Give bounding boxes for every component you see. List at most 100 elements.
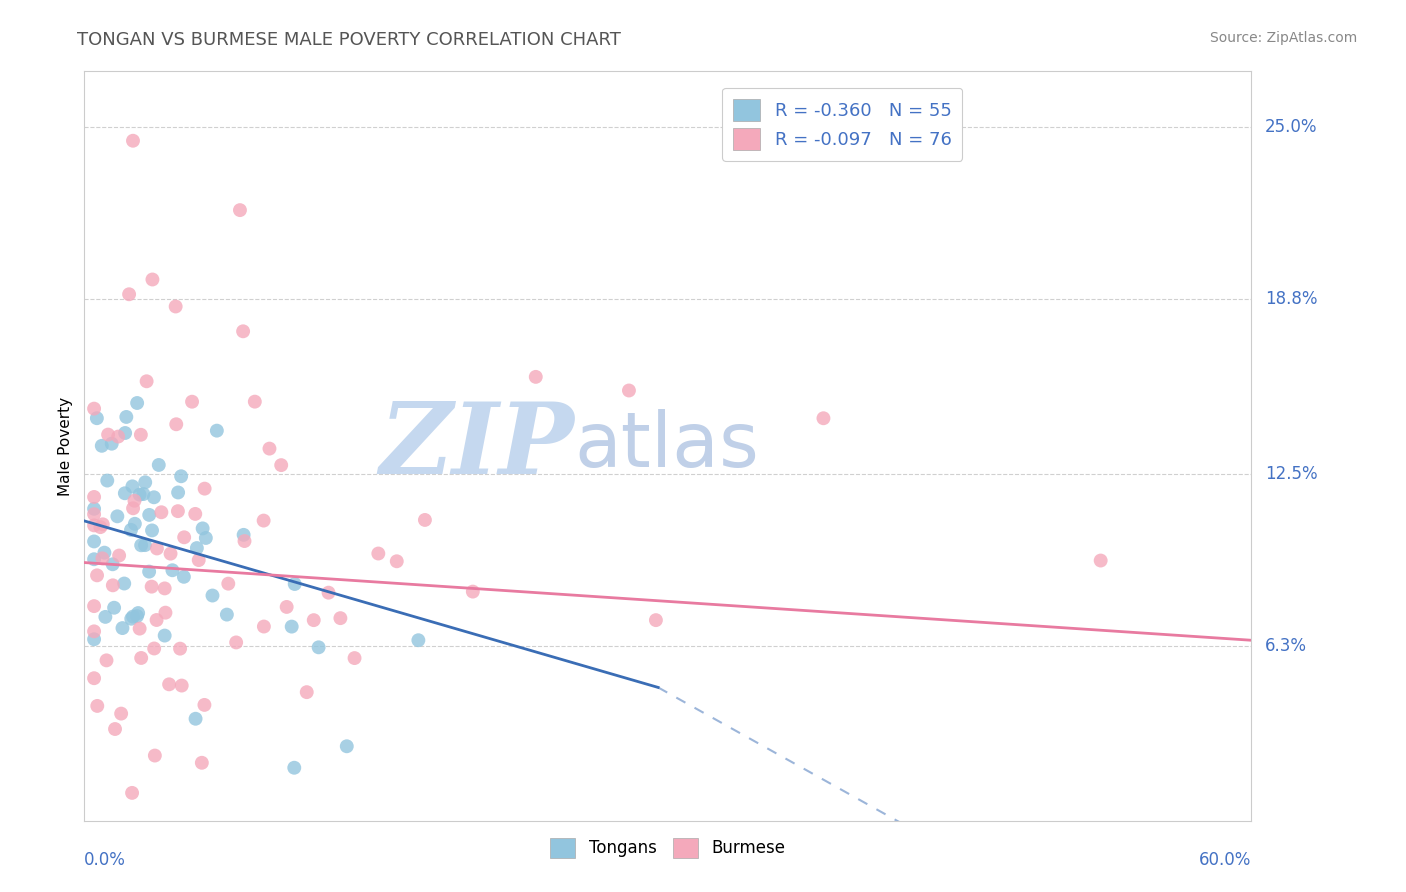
Point	[173, 530, 195, 544]
Point	[89, 520, 111, 534]
Point	[94, 610, 117, 624]
Point	[194, 531, 217, 545]
Point	[233, 534, 256, 549]
Point	[128, 487, 150, 501]
Point	[253, 619, 276, 633]
Point	[186, 541, 208, 555]
Point	[336, 739, 359, 754]
Point	[135, 374, 157, 388]
Point	[93, 546, 115, 560]
Point	[83, 401, 105, 416]
Point	[215, 607, 238, 622]
Text: Source: ZipAtlas.com: Source: ZipAtlas.com	[1209, 31, 1357, 45]
Point	[132, 487, 155, 501]
Point	[134, 538, 156, 552]
Point	[259, 442, 281, 456]
Point	[83, 501, 105, 516]
Point	[813, 411, 835, 425]
Point	[165, 417, 187, 432]
Point	[243, 394, 266, 409]
Text: 6.3%: 6.3%	[1265, 637, 1308, 655]
Point	[120, 612, 142, 626]
Point	[408, 633, 430, 648]
Point	[617, 384, 640, 398]
Point	[232, 528, 254, 542]
Point	[127, 606, 149, 620]
Point	[295, 685, 318, 699]
Point	[645, 613, 668, 627]
Point	[170, 469, 193, 483]
Point	[169, 641, 191, 656]
Point	[385, 554, 408, 568]
Point	[167, 504, 190, 518]
Point	[134, 475, 156, 490]
Point	[276, 599, 298, 614]
Point	[141, 524, 163, 538]
Point	[184, 712, 207, 726]
Point	[108, 549, 131, 563]
Point	[225, 635, 247, 649]
Point	[143, 748, 166, 763]
Point	[124, 516, 146, 531]
Point	[83, 624, 105, 639]
Point	[194, 482, 217, 496]
Point	[104, 722, 127, 736]
Point	[91, 517, 114, 532]
Point	[138, 565, 160, 579]
Point	[162, 563, 184, 577]
Point	[229, 203, 252, 218]
Point	[148, 458, 170, 472]
Point	[114, 486, 136, 500]
Point	[343, 651, 366, 665]
Text: 18.8%: 18.8%	[1265, 290, 1317, 308]
Point	[83, 632, 105, 647]
Point	[413, 513, 436, 527]
Point	[205, 424, 228, 438]
Point	[122, 609, 145, 624]
Point	[128, 622, 150, 636]
Point	[83, 671, 105, 685]
Point	[112, 576, 135, 591]
Text: atlas: atlas	[575, 409, 759, 483]
Point	[103, 600, 125, 615]
Point	[318, 585, 340, 599]
Point	[146, 541, 169, 556]
Point	[107, 429, 129, 443]
Point	[193, 698, 215, 712]
Point	[138, 508, 160, 522]
Point	[232, 324, 254, 338]
Point	[96, 653, 118, 667]
Point	[150, 505, 173, 519]
Point	[253, 514, 276, 528]
Point	[86, 698, 108, 713]
Point	[86, 411, 108, 425]
Point	[201, 589, 224, 603]
Point	[122, 501, 145, 516]
Point	[165, 300, 187, 314]
Point	[121, 786, 143, 800]
Point	[91, 551, 114, 566]
Point	[118, 287, 141, 301]
Point	[90, 439, 112, 453]
Point	[129, 427, 152, 442]
Text: TONGAN VS BURMESE MALE POVERTY CORRELATION CHART: TONGAN VS BURMESE MALE POVERTY CORRELATI…	[77, 31, 621, 49]
Point	[121, 479, 143, 493]
Point	[217, 576, 239, 591]
Point	[302, 613, 325, 627]
Point	[181, 394, 204, 409]
Point	[157, 677, 180, 691]
Point	[143, 641, 166, 656]
Text: 60.0%: 60.0%	[1199, 851, 1251, 869]
Point	[173, 570, 195, 584]
Point	[105, 509, 128, 524]
Point	[83, 534, 105, 549]
Point	[145, 613, 167, 627]
Point	[270, 458, 292, 472]
Point	[167, 485, 190, 500]
Point	[142, 490, 165, 504]
Point	[524, 369, 547, 384]
Point	[308, 640, 330, 655]
Point	[141, 272, 163, 286]
Point	[153, 582, 176, 596]
Point	[170, 679, 193, 693]
